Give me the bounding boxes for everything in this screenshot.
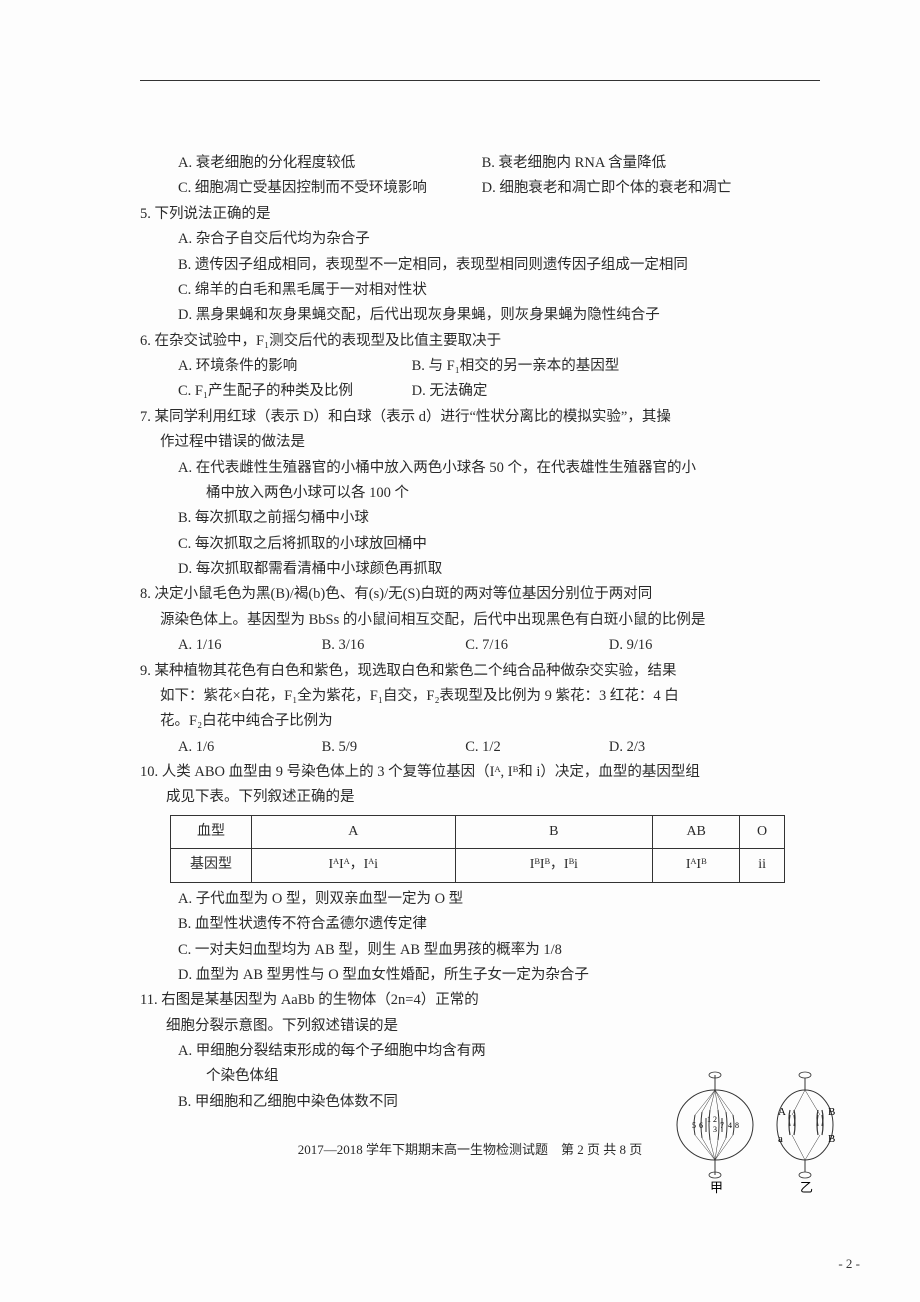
q7-opt-A1: A. 在代表雌性生殖器官的小桶中放入两色小球各 50 个，在代表雄性生殖器官的小 xyxy=(140,456,800,481)
q7-opt-A2: 桶中放入两色小球可以各 100 个 xyxy=(140,481,800,506)
q5-opt-C: C. 绵羊的白毛和黑毛属于一对相对性状 xyxy=(140,278,800,303)
q10-opt-D: D. 血型为 AB 型男性与 O 型血女性婚配，所生子女一定为杂合子 xyxy=(140,963,800,988)
top-rule xyxy=(140,80,820,81)
q7-opt-B: B. 每次抓取之前摇匀桶中小球 xyxy=(140,506,800,531)
th-bloodtype: 血型 xyxy=(171,815,252,849)
th-A: A xyxy=(252,815,456,849)
q10-opt-C: C. 一对夫妇血型均为 AB 型，则生 AB 型血男孩的概率为 1/8 xyxy=(140,938,800,963)
td-B: IᴮIᴮ，Iᴮi xyxy=(455,849,653,883)
chrom-num-7: 7 xyxy=(720,1121,724,1130)
q9-opts: A. 1/6 B. 5/9 C. 1/2 D. 2/3 xyxy=(140,735,800,760)
q4-row-CD: C. 细胞凋亡受基因控制而不受环境影响 D. 细胞衰老和凋亡即个体的衰老和凋亡 xyxy=(140,176,800,201)
label-jia: 甲 xyxy=(710,1180,723,1195)
th-B: B xyxy=(455,815,653,849)
q8-stem2: 源染色体上。基因型为 BbSs 的小鼠间相互交配，后代中出现黑色有白斑小鼠的比例… xyxy=(140,608,800,633)
q4-row-AB: A. 衰老细胞的分化程度较低 B. 衰老细胞内 RNA 含量降低 xyxy=(140,151,800,176)
q7-stem2: 作过程中错误的做法是 xyxy=(140,430,800,455)
chrom-num-4: 4 xyxy=(728,1121,732,1130)
allele-Bs: B xyxy=(828,1133,835,1145)
chrom-num-5: 5 xyxy=(692,1121,696,1130)
diagram-svg: 5 6 1 2 7 3 4 8 甲 xyxy=(670,1070,840,1200)
q8-opt-D: D. 9/16 xyxy=(609,637,653,653)
q9-opt-A: A. 1/6 xyxy=(178,735,318,760)
q5-stem: 5. 下列说法正确的是 xyxy=(140,202,800,227)
q4-opt-B: B. 衰老细胞内 RNA 含量降低 xyxy=(482,155,667,171)
q6-opt-A: A. 环境条件的影响 xyxy=(178,354,408,379)
allele-a: a xyxy=(778,1133,783,1145)
q9-opt-B: B. 5/9 xyxy=(322,735,462,760)
td-A: IᴬIᴬ，Iᴬi xyxy=(252,849,456,883)
chrom-num-1: 1 xyxy=(707,1115,711,1124)
q10-stem1: 10. 人类 ABO 血型由 9 号染色体上的 3 个复等位基因（Iᴬ, Iᴮ和… xyxy=(140,760,800,785)
q11-stem1: 11. 右图是某基因型为 AaBb 的生物体（2n=4）正常的 xyxy=(140,988,800,1013)
q9-stem3: 花。F₂白花中纯合子比例为 xyxy=(140,709,800,734)
q7-opt-D: D. 每次抓取都需看清桶中小球颜色再抓取 xyxy=(140,557,800,582)
td-AB: IᴬIᴮ xyxy=(653,849,740,883)
content-body: A. 衰老细胞的分化程度较低 B. 衰老细胞内 RNA 含量降低 C. 细胞凋亡… xyxy=(140,151,800,1162)
q10-opt-A: A. 子代血型为 O 型，则双亲血型一定为 O 型 xyxy=(140,887,800,912)
q10-stem2: 成见下表。下列叙述正确的是 xyxy=(140,785,800,810)
chrom-num-8: 8 xyxy=(735,1121,739,1130)
chrom-num-2: 2 xyxy=(713,1115,717,1124)
q5-opt-A: A. 杂合子自交后代均为杂合子 xyxy=(140,227,800,252)
chrom-num-3: 3 xyxy=(713,1125,717,1134)
q11-opt-A1: A. 甲细胞分裂结束形成的每个子细胞中均含有两 xyxy=(140,1039,800,1064)
q5-opt-D: D. 黑身果蝇和灰身果蝇交配，后代出现灰身果蝇，则灰身果蝇为隐性纯合子 xyxy=(140,303,800,328)
q8-opt-A: A. 1/16 xyxy=(178,633,318,658)
q8-opt-C: C. 7/16 xyxy=(465,633,605,658)
cell-division-diagram: 5 6 1 2 7 3 4 8 甲 xyxy=(670,1070,840,1200)
th-O: O xyxy=(740,815,785,849)
q6-row-CD: C. F₁产生配子的种类及比例 D. 无法确定 xyxy=(140,379,800,404)
allele-A: A xyxy=(778,1106,786,1118)
blood-type-table: 血型 A B AB O 基因型 IᴬIᴬ，Iᴬi IᴮIᴮ，Iᴮi IᴬIᴮ i… xyxy=(170,815,785,883)
q4-opt-A: A. 衰老细胞的分化程度较低 xyxy=(178,151,478,176)
allele-B: B xyxy=(828,1106,835,1118)
q6-opt-D: D. 无法确定 xyxy=(412,383,488,399)
q7-opt-C: C. 每次抓取之后将抓取的小球放回桶中 xyxy=(140,532,800,557)
chrom-num-6: 6 xyxy=(699,1121,703,1130)
label-yi: 乙 xyxy=(800,1180,813,1195)
table-row: 血型 A B AB O xyxy=(171,815,785,849)
td-genotype-label: 基因型 xyxy=(171,849,252,883)
q11-stem2: 细胞分裂示意图。下列叙述错误的是 xyxy=(140,1014,800,1039)
q6-stem: 6. 在杂交试验中，F₁测交后代的表现型及比值主要取决于 xyxy=(140,329,800,354)
q10-opt-B: B. 血型性状遗传不符合孟德尔遗传定律 xyxy=(140,912,800,937)
exam-page: A. 衰老细胞的分化程度较低 B. 衰老细胞内 RNA 含量降低 C. 细胞凋亡… xyxy=(0,0,920,1302)
q9-stem1: 9. 某种植物其花色有白色和紫色，现选取白色和紫色二个纯合品种做杂交实验，结果 xyxy=(140,659,800,684)
q5-opt-B: B. 遗传因子组成相同，表现型不一定相同，表现型相同则遗传因子组成一定相同 xyxy=(140,253,800,278)
q9-stem2: 如下：紫花×白花，F₁全为紫花，F₁自交，F₂表现型及比例为 9 紫花：3 红花… xyxy=(140,684,800,709)
q6-row-AB: A. 环境条件的影响 B. 与 F₁相交的另一亲本的基因型 xyxy=(140,354,800,379)
td-O: ii xyxy=(740,849,785,883)
table-row: 基因型 IᴬIᴬ，Iᴬi IᴮIᴮ，Iᴮi IᴬIᴮ ii xyxy=(171,849,785,883)
q8-opt-B: B. 3/16 xyxy=(322,633,462,658)
q7-stem1: 7. 某同学利用红球（表示 D）和白球（表示 d）进行“性状分离比的模拟实验”，… xyxy=(140,405,800,430)
q6-opt-C: C. F₁产生配子的种类及比例 xyxy=(178,379,408,404)
q9-opt-D: D. 2/3 xyxy=(609,739,645,755)
q4-opt-C: C. 细胞凋亡受基因控制而不受环境影响 xyxy=(178,176,478,201)
q6-opt-B: B. 与 F₁相交的另一亲本的基因型 xyxy=(412,358,620,374)
q9-opt-C: C. 1/2 xyxy=(465,735,605,760)
page-number: - 2 - xyxy=(838,1256,860,1272)
q8-stem1: 8. 决定小鼠毛色为黑(B)/褐(b)色、有(s)/无(S)白斑的两对等位基因分… xyxy=(140,582,800,607)
th-AB: AB xyxy=(653,815,740,849)
q4-opt-D: D. 细胞衰老和凋亡即个体的衰老和凋亡 xyxy=(482,180,732,196)
q8-opts: A. 1/16 B. 3/16 C. 7/16 D. 9/16 xyxy=(140,633,800,658)
